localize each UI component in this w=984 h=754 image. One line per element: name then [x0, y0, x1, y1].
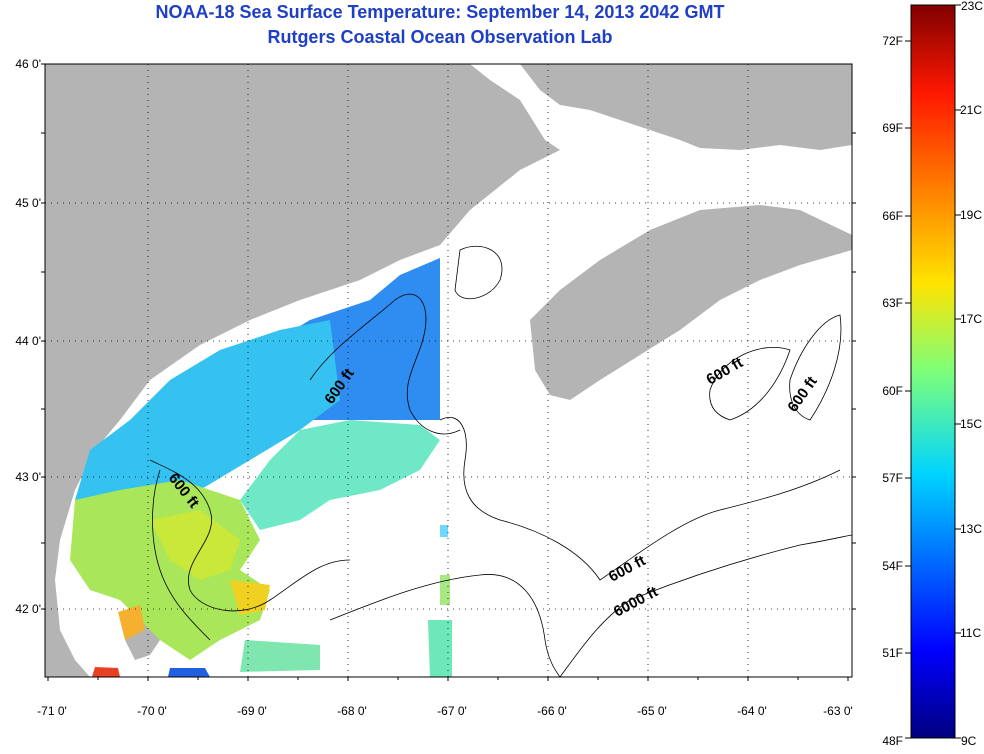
colorbar-f-label: 54F	[882, 559, 903, 573]
colorbar-c-label: 13C	[960, 522, 982, 536]
map-frame: 600 ft 600 ft 600 ft 600 ft 600 ft 6000 …	[45, 64, 852, 677]
colorbar-c-label: 21C	[960, 103, 982, 117]
lat-lon-grid	[45, 64, 852, 677]
lon-label: -69 0'	[237, 704, 267, 718]
colorbar-f-label: 66F	[882, 209, 903, 223]
sst-data	[70, 258, 452, 677]
lat-label: 44 0'	[15, 334, 41, 348]
lon-label: -63 0'	[823, 704, 853, 718]
lon-label: -66 0'	[537, 704, 567, 718]
longitude-labels: -71 0' -70 0' -69 0' -68 0' -67 0' -66 0…	[37, 704, 853, 718]
land-new-england	[45, 64, 560, 677]
land-new-brunswick	[520, 64, 852, 150]
lon-label: -67 0'	[437, 704, 467, 718]
bathymetry-contours	[149, 245, 852, 677]
lat-label: 42 0'	[15, 602, 41, 616]
land-nova-scotia	[530, 205, 852, 400]
colorbar-gradient	[910, 4, 956, 739]
colorbar-f-label: 48F	[882, 734, 903, 748]
colorbar-c-label: 9C	[961, 734, 977, 748]
latitude-labels: 46 0' 45 0' 44 0' 43 0' 42 0'	[15, 57, 41, 616]
lat-label: 45 0'	[15, 196, 41, 210]
colorbar-c-label: 23C	[961, 0, 983, 13]
lon-label: -68 0'	[337, 704, 367, 718]
lon-label: -70 0'	[137, 704, 167, 718]
colorbar: 72F 69F 66F 63F 60F 57F 54F 51F 48F 23C …	[882, 0, 983, 748]
colorbar-f-label: 57F	[882, 471, 903, 485]
colorbar-c-label: 17C	[960, 312, 982, 326]
lon-label: -71 0'	[37, 704, 67, 718]
colorbar-f-label: 69F	[882, 121, 903, 135]
colorbar-c-label: 19C	[960, 208, 982, 222]
lon-label: -64 0'	[737, 704, 767, 718]
colorbar-c-label: 15C	[960, 417, 982, 431]
colorbar-f-label: 72F	[882, 34, 903, 48]
axis-ticks	[41, 63, 856, 681]
lat-label: 43 0'	[15, 470, 41, 484]
lat-label: 46 0'	[15, 57, 41, 71]
colorbar-f-label: 51F	[882, 646, 903, 660]
map-subtitle: Rutgers Coastal Ocean Observation Lab	[267, 27, 613, 47]
lon-label: -65 0'	[637, 704, 667, 718]
colorbar-f-label: 60F	[882, 384, 903, 398]
colorbar-f-label: 63F	[882, 296, 903, 310]
colorbar-c-label: 11C	[960, 626, 981, 640]
map-title: NOAA-18 Sea Surface Temperature: Septemb…	[155, 2, 725, 22]
